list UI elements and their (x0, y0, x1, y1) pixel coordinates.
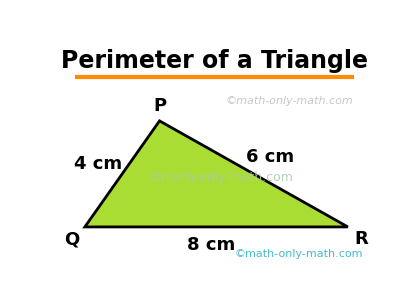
Text: ©math-only-math.com: ©math-only-math.com (149, 171, 293, 184)
Text: P: P (153, 97, 166, 115)
Text: ©math-only-math.com: ©math-only-math.com (225, 96, 353, 105)
Text: Perimeter of a Triangle: Perimeter of a Triangle (61, 49, 368, 73)
Text: 6 cm: 6 cm (246, 148, 294, 166)
Text: 4 cm: 4 cm (74, 155, 122, 173)
Polygon shape (85, 121, 348, 227)
Text: R: R (354, 230, 368, 248)
Text: Q: Q (64, 230, 80, 248)
Text: 8 cm: 8 cm (187, 236, 235, 254)
Text: ©math-only-math.com: ©math-only-math.com (235, 249, 363, 259)
FancyBboxPatch shape (44, 30, 385, 266)
